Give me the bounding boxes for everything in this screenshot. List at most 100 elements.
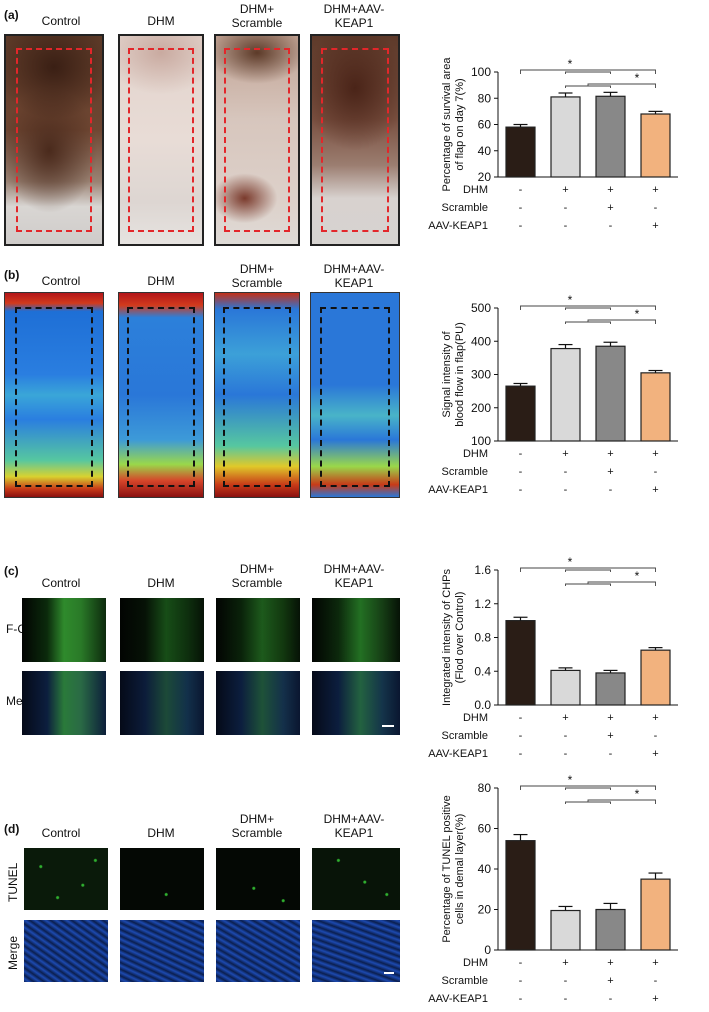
y-axis-label: Percentage of survival areaof flap on da… [441,57,466,192]
roi-box [319,307,391,487]
treatment-mark: - [519,730,523,742]
significance-bracket [587,83,656,88]
treatment-row-label: DHM [463,184,488,196]
col-label-dhm: DHM [147,576,175,590]
y-tick-label: 40 [478,144,492,158]
bar-3 [640,372,671,442]
col-label-dhm: DHM [147,14,175,28]
treatment-mark: - [519,184,523,196]
y-tick-label: 1.6 [474,563,491,577]
bar-3 [640,649,671,706]
significance-bracket [565,85,611,88]
y-tick-label: 0.8 [474,631,491,645]
treatment-mark: - [519,484,523,496]
significance-bracket [520,567,656,572]
col-label-dhm-aav: DHM+AAV- KEAP1 [323,812,385,840]
treatment-mark: - [564,220,568,232]
panel-b-letter: (b) [4,268,20,282]
y-tick-label: 400 [471,334,491,348]
flap-photo-dhm-aav [310,34,400,246]
treatment-mark: - [519,993,523,1005]
row-label-tunel: TUNEL [6,862,20,902]
significance-bracket [565,321,611,324]
treatment-mark: + [562,184,568,196]
treatment-mark: - [519,748,523,760]
significance-bracket [587,799,656,804]
panel-c-letter: (c) [4,564,19,578]
treatment-mark: + [562,957,568,969]
treatment-mark: - [654,202,658,214]
y-tick-label: 40 [478,862,492,876]
roi-box [127,307,195,487]
treatment-mark: - [654,975,658,987]
bar-chart-chp-intensity: 0.0 0.4 0.8 1.2 1.6 Integrated intensity of C… [428,555,678,760]
treatment-mark: + [652,220,658,232]
col-label-control: Control [41,826,81,840]
fchp-image-control [22,598,106,662]
significance-star: * [635,569,640,583]
treatment-mark: - [519,712,523,724]
tunel-image-dhm [120,848,204,910]
merge-image-dhm-scramble [216,671,300,735]
col-label-dhm-aav: DHM+AAV- KEAP1 [323,562,385,590]
treatment-row-label: DHM [463,712,488,724]
fchp-image-dhm [120,598,204,662]
treatment-mark: + [607,730,613,742]
bar-chart-blood-flow: 100 200 300 400 500 Signal intensity ofblood … [428,293,678,496]
merge-image-dhm-aav [312,671,400,735]
bar-0 [505,840,536,951]
treatment-mark: - [564,466,568,478]
scale-bar [382,725,394,727]
y-tick-label: 20 [478,903,492,917]
fchp-image-dhm-aav [312,598,400,662]
significance-star: * [635,71,640,85]
roi-box [14,307,94,487]
merge-image-dhm [120,671,204,735]
bar-2 [595,908,626,951]
treatment-mark: - [519,957,523,969]
treatment-mark: + [562,448,568,460]
roi-box [224,48,290,232]
col-label-dhm: DHM [147,274,175,288]
bar-chart-survival-area: 20 40 60 80 100 Percentage of survival areaof… [428,57,678,232]
y-tick-label: 60 [478,822,492,836]
roi-box [128,48,194,232]
tunel-image-control [24,848,108,910]
flap-photo-control [4,34,104,246]
y-tick-label: 200 [471,401,491,415]
treatment-mark: - [564,975,568,987]
treatment-mark: + [607,202,613,214]
blood-flow-map-dhm-scramble [214,292,300,498]
y-tick-label: 20 [478,170,492,184]
y-tick-label: 300 [471,368,491,382]
y-tick-label: 0.4 [474,664,491,678]
flap-photo-dhm-scramble [214,34,300,246]
bar-0 [505,620,536,706]
treatment-row-label: AAV-KEAP1 [428,220,488,232]
col-label-dhm: DHM [147,826,175,840]
treatment-row-label: Scramble [442,202,488,214]
treatment-row-label: AAV-KEAP1 [428,484,488,496]
treatment-row-label: DHM [463,448,488,460]
blood-flow-map-dhm-aav [310,292,400,498]
treatment-mark: - [519,202,523,214]
significance-star: * [635,787,640,801]
bar-2 [595,345,626,442]
flap-photo-dhm [118,34,204,246]
treatment-mark: + [607,448,613,460]
merge-image-control [22,671,106,735]
treatment-mark: + [607,712,613,724]
y-tick-label: 0 [484,943,491,957]
treatment-mark: + [652,748,658,760]
bar-0 [505,385,536,442]
bar-1 [550,347,581,442]
bar-1 [550,669,581,706]
treatment-mark: + [652,712,658,724]
treatment-mark: + [652,957,658,969]
panel-a-letter: (a) [4,8,19,22]
y-tick-label: 0.0 [474,698,491,712]
col-label-dhm-scramble: DHM+ Scramble [231,562,283,590]
treatment-mark: + [607,466,613,478]
bar-1 [550,909,581,951]
significance-star: * [568,555,573,569]
